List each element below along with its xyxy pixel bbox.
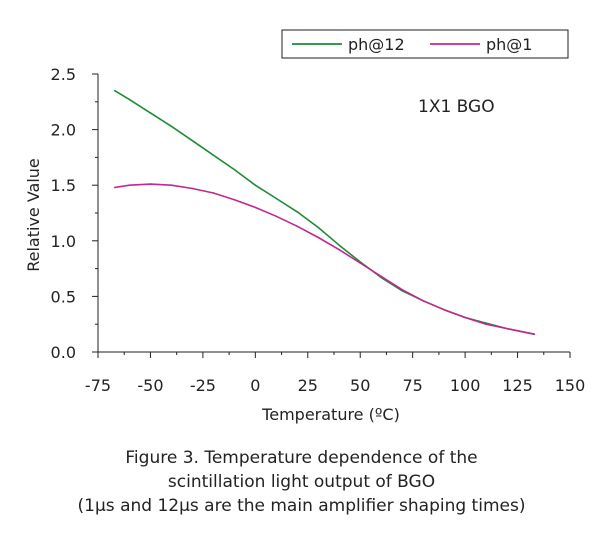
x-tick-label: -75	[85, 376, 111, 395]
data-point	[128, 98, 131, 101]
series-line-0	[114, 90, 535, 335]
data-point	[401, 288, 403, 291]
data-point	[149, 183, 152, 185]
x-tick-label: 25	[298, 376, 318, 395]
data-point	[170, 125, 173, 128]
chart: 0.0 0.5 1.0 1.5 2.0 2.5 -75 -50 -25 0 25 50 75 100 125…	[24, 29, 585, 424]
x-tick-label: 50	[350, 376, 370, 395]
data-point	[275, 215, 278, 218]
data-point	[317, 236, 320, 239]
data-point	[359, 262, 362, 264]
data-point	[506, 327, 508, 330]
y-axis-title: Relative Value	[24, 158, 43, 272]
data-point	[296, 211, 299, 213]
x-tick-label: -50	[137, 376, 163, 395]
data-point	[443, 308, 445, 311]
x-tick-label: 125	[502, 376, 533, 395]
y-tick-label: 1.5	[51, 176, 76, 195]
caption-line-1: Figure 3. Temperature dependence of the	[125, 448, 478, 468]
legend-label-0: ph@12	[348, 35, 405, 54]
y-tick-label: 0.0	[51, 343, 76, 362]
series-layer	[113, 89, 536, 336]
data-point	[296, 225, 299, 228]
x-tick-label: 0	[250, 376, 260, 395]
data-point	[113, 186, 116, 189]
data-point	[128, 184, 131, 186]
data-point	[338, 244, 341, 247]
data-point	[464, 316, 466, 319]
x-tick-label: 75	[402, 376, 422, 395]
data-point	[113, 89, 116, 92]
chart-annotation: 1X1 BGO	[418, 97, 495, 117]
x-tick-label: 100	[450, 376, 481, 395]
data-point	[338, 248, 341, 251]
y-tick-label: 0.5	[51, 287, 76, 306]
axes: 0.0 0.5 1.0 1.5 2.0 2.5 -75 -50 -25 0 25 50 75 100 125…	[24, 65, 585, 424]
x-tick-label: 150	[555, 376, 586, 395]
data-point	[212, 154, 215, 156]
y-tick-label: 1.0	[51, 232, 76, 251]
series-line-1	[114, 183, 535, 335]
legend-label-1: ph@1	[486, 35, 532, 54]
y-tick-label: 2.0	[51, 121, 76, 140]
data-point	[191, 187, 194, 190]
data-point	[533, 333, 536, 336]
y-tick-label: 2.5	[51, 65, 76, 84]
data-point	[485, 323, 487, 326]
data-point	[149, 112, 152, 114]
data-point	[422, 300, 424, 302]
legend: ph@12 ph@1	[281, 29, 569, 59]
x-axis-title: Temperature (ºC)	[261, 405, 400, 424]
figure-caption: Figure 3. Temperature dependence of the …	[0, 446, 603, 518]
data-point	[254, 184, 257, 186]
data-point	[233, 198, 236, 201]
caption-line-2: scintillation light output of BGO	[167, 472, 436, 492]
data-point	[212, 192, 215, 194]
data-point	[233, 168, 236, 171]
data-point	[191, 139, 194, 142]
data-point	[275, 197, 278, 200]
data-point	[254, 206, 257, 209]
data-point	[317, 226, 320, 229]
data-point	[170, 184, 173, 186]
data-point	[380, 275, 383, 278]
x-tick-label: -25	[190, 376, 216, 395]
caption-line-3: (1μs and 12μs are the main amplifier sha…	[77, 496, 526, 516]
